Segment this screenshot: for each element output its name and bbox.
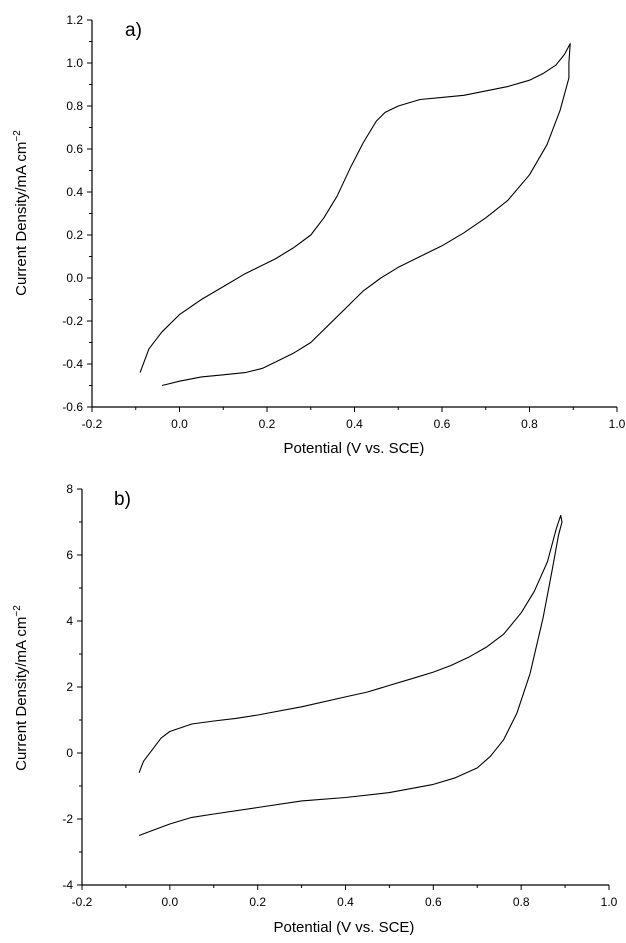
panel-a-tick-labels: -0.2 0.0 0.2 0.4 0.6 0.8 1.0 -0.6 -0.4 -0.2 0.0 0.2…	[62, 13, 625, 431]
panel-b-x-tick-label: -0.2	[72, 895, 93, 909]
panel-a-cv-curve	[139, 43, 571, 387]
panel-a-x-axis-title: Potential (V vs. SCE)	[284, 440, 425, 457]
panel-a-x-tick-label: 0.6	[434, 417, 451, 431]
panel-a-y-tick-label: 0.2	[66, 228, 83, 242]
panel-a-x-tick-label: 0.8	[521, 417, 538, 431]
panel-a-x-tick-label: 0.4	[346, 417, 363, 431]
panel-b-x-tick-label: 1.0	[601, 895, 618, 909]
panel-a-y-tick-label: 0.8	[66, 99, 83, 113]
panel-b-y-axis-title: Current Density/mA cm−2	[12, 605, 30, 771]
panel-b: -0.2 0.0 0.2 0.4 0.6 0.8 1.0 -4 -2 0 2 4 6 8 b) Poten…	[12, 482, 618, 936]
panel-b-x-tick-label: 0.4	[337, 895, 354, 909]
panel-b-x-tick-label: 0.8	[513, 895, 530, 909]
panel-a-y-tick-label: -0.4	[62, 357, 83, 371]
panel-a-y-axis-title-main: Current Density/mA cm	[13, 142, 30, 296]
panel-b-y-tick-label: 0	[66, 746, 73, 760]
panel-a-y-axis-title-sup: −2	[12, 130, 23, 142]
panel-a: -0.2 0.0 0.2 0.4 0.6 0.8 1.0 -0.6 -0.4 -0.2 0.0 0.2…	[12, 13, 626, 457]
panel-b-x-tick-label: 0.0	[161, 895, 178, 909]
panel-b-label: b)	[114, 489, 131, 510]
panel-b-y-tick-label: -4	[62, 878, 73, 892]
panel-a-y-tick-label: 0.0	[66, 271, 83, 285]
panel-b-x-tick-label: 0.6	[425, 895, 442, 909]
panel-a-y-tick-label: 1.0	[66, 56, 83, 70]
panel-b-x-tick-label: 0.2	[249, 895, 266, 909]
panel-a-ticks	[87, 19, 618, 412]
panel-b-y-tick-label: 6	[66, 548, 73, 562]
panel-a-x-tick-label: 0.0	[171, 417, 188, 431]
panel-b-y-tick-label: -2	[62, 812, 73, 826]
panel-a-y-tick-label: 1.2	[66, 13, 83, 27]
panel-a-y-tick-label: 0.6	[66, 142, 83, 156]
panel-b-y-tick-label: 8	[66, 482, 73, 496]
panel-a-y-tick-label: -0.2	[62, 314, 83, 328]
panel-a-x-tick-label: 0.2	[259, 417, 276, 431]
panel-b-x-axis-title: Potential (V vs. SCE)	[274, 919, 415, 936]
panel-b-y-axis-title-sup: −2	[12, 605, 23, 617]
panel-b-y-tick-label: 4	[66, 614, 73, 628]
panel-a-y-tick-label: -0.6	[62, 400, 83, 414]
panel-a-label: a)	[125, 20, 142, 41]
panel-b-y-tick-label: 2	[66, 680, 73, 694]
panel-b-tick-labels: -0.2 0.0 0.2 0.4 0.6 0.8 1.0 -4 -2 0 2 4 6 8	[62, 482, 617, 909]
panel-b-y-axis-title-main: Current Density/mA cm	[13, 617, 30, 771]
panel-b-cv-curve	[138, 514, 563, 837]
panel-a-x-tick-label: -0.2	[82, 417, 103, 431]
panel-b-ticks	[77, 488, 610, 890]
panel-a-x-tick-label: 1.0	[609, 417, 626, 431]
panel-a-y-axis-title: Current Density/mA cm−2	[12, 130, 30, 296]
panel-a-y-tick-label: 0.4	[66, 185, 83, 199]
